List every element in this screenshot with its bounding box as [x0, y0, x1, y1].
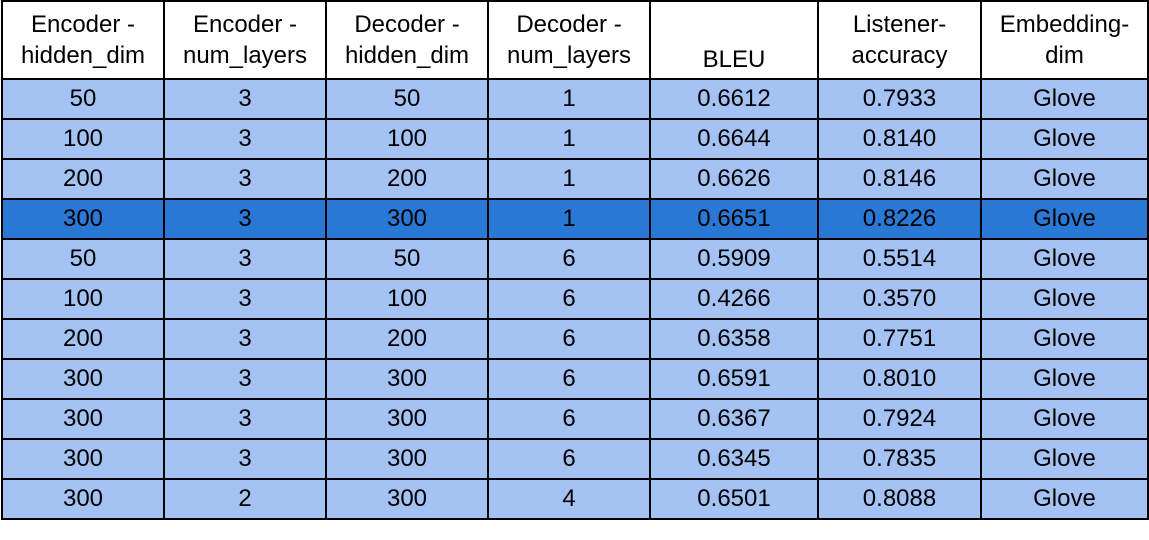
cell-encoder-num-layers: 3	[163, 318, 327, 360]
table-row: 100 3 100 1 0.6644 0.8140 Glove	[1, 118, 1149, 160]
cell-embedding-dim: Glove	[980, 358, 1149, 400]
cell-bleu: 0.6345	[649, 438, 819, 480]
cell-encoder-num-layers: 3	[163, 398, 327, 440]
header-encoder-num-layers: Encoder - num_layers	[163, 0, 327, 80]
cell-decoder-num-layers: 6	[487, 358, 651, 400]
cell-encoder-num-layers: 3	[163, 278, 327, 320]
table-row: 300 2 300 4 0.6501 0.8088 Glove	[1, 478, 1149, 520]
table-row: 100 3 100 6 0.4266 0.3570 Glove	[1, 278, 1149, 320]
cell-embedding-dim: Glove	[980, 118, 1149, 160]
table-row: 50 3 50 1 0.6612 0.7933 Glove	[1, 78, 1149, 120]
cell-encoder-hidden-dim: 50	[1, 78, 165, 120]
cell-listener-accuracy: 0.7924	[817, 398, 982, 440]
cell-decoder-hidden-dim: 300	[325, 438, 489, 480]
cell-listener-accuracy: 0.3570	[817, 278, 982, 320]
cell-bleu: 0.6626	[649, 158, 819, 200]
cell-listener-accuracy: 0.8226	[817, 198, 982, 240]
cell-encoder-num-layers: 3	[163, 118, 327, 160]
cell-decoder-hidden-dim: 100	[325, 278, 489, 320]
cell-bleu: 0.6651	[649, 198, 819, 240]
cell-listener-accuracy: 0.8088	[817, 478, 982, 520]
cell-decoder-hidden-dim: 300	[325, 478, 489, 520]
header-row: Encoder - hidden_dim Encoder - num_layer…	[1, 0, 1149, 80]
cell-encoder-hidden-dim: 300	[1, 438, 165, 480]
cell-decoder-num-layers: 1	[487, 78, 651, 120]
cell-bleu: 0.6591	[649, 358, 819, 400]
cell-listener-accuracy: 0.8140	[817, 118, 982, 160]
cell-embedding-dim: Glove	[980, 318, 1149, 360]
cell-decoder-hidden-dim: 300	[325, 198, 489, 240]
cell-encoder-num-layers: 3	[163, 238, 327, 280]
cell-decoder-hidden-dim: 300	[325, 358, 489, 400]
cell-encoder-num-layers: 3	[163, 198, 327, 240]
cell-listener-accuracy: 0.8146	[817, 158, 982, 200]
cell-encoder-num-layers: 3	[163, 158, 327, 200]
cell-embedding-dim: Glove	[980, 398, 1149, 440]
results-table: Encoder - hidden_dim Encoder - num_layer…	[1, 0, 1149, 520]
cell-listener-accuracy: 0.5514	[817, 238, 982, 280]
cell-embedding-dim: Glove	[980, 158, 1149, 200]
cell-decoder-num-layers: 1	[487, 158, 651, 200]
table-row: 50 3 50 6 0.5909 0.5514 Glove	[1, 238, 1149, 280]
cell-bleu: 0.6358	[649, 318, 819, 360]
cell-bleu: 0.5909	[649, 238, 819, 280]
cell-encoder-num-layers: 3	[163, 78, 327, 120]
header-decoder-hidden-dim: Decoder - hidden_dim	[325, 0, 489, 80]
header-embedding-dim: Embedding- dim	[980, 0, 1149, 80]
cell-decoder-num-layers: 6	[487, 318, 651, 360]
cell-decoder-hidden-dim: 50	[325, 78, 489, 120]
cell-encoder-hidden-dim: 200	[1, 158, 165, 200]
cell-encoder-hidden-dim: 300	[1, 358, 165, 400]
cell-decoder-num-layers: 1	[487, 198, 651, 240]
cell-encoder-hidden-dim: 100	[1, 278, 165, 320]
cell-encoder-hidden-dim: 300	[1, 198, 165, 240]
cell-encoder-hidden-dim: 300	[1, 478, 165, 520]
cell-decoder-num-layers: 6	[487, 238, 651, 280]
cell-encoder-num-layers: 3	[163, 438, 327, 480]
cell-encoder-num-layers: 2	[163, 478, 327, 520]
header-bleu: BLEU	[649, 0, 819, 80]
header-encoder-hidden-dim: Encoder - hidden_dim	[1, 0, 165, 80]
cell-encoder-hidden-dim: 200	[1, 318, 165, 360]
header-listener-accuracy: Listener- accuracy	[817, 0, 982, 80]
table-row: 200 3 200 6 0.6358 0.7751 Glove	[1, 318, 1149, 360]
table-row: 300 3 300 6 0.6345 0.7835 Glove	[1, 438, 1149, 480]
cell-encoder-num-layers: 3	[163, 358, 327, 400]
cell-bleu: 0.6501	[649, 478, 819, 520]
table-row: 300 3 300 6 0.6591 0.8010 Glove	[1, 358, 1149, 400]
cell-bleu: 0.6612	[649, 78, 819, 120]
cell-decoder-num-layers: 6	[487, 398, 651, 440]
cell-encoder-hidden-dim: 100	[1, 118, 165, 160]
cell-decoder-num-layers: 1	[487, 118, 651, 160]
cell-encoder-hidden-dim: 300	[1, 398, 165, 440]
cell-listener-accuracy: 0.7751	[817, 318, 982, 360]
cell-listener-accuracy: 0.8010	[817, 358, 982, 400]
cell-embedding-dim: Glove	[980, 78, 1149, 120]
cell-decoder-num-layers: 4	[487, 478, 651, 520]
cell-listener-accuracy: 0.7933	[817, 78, 982, 120]
cell-decoder-hidden-dim: 100	[325, 118, 489, 160]
cell-embedding-dim: Glove	[980, 198, 1149, 240]
table-body: 50 3 50 1 0.6612 0.7933 Glove 100 3 100 1 0.6644 0.8…	[1, 78, 1149, 520]
cell-decoder-hidden-dim: 300	[325, 398, 489, 440]
cell-bleu: 0.6367	[649, 398, 819, 440]
header-decoder-num-layers: Decoder - num_layers	[487, 0, 651, 80]
cell-bleu: 0.6644	[649, 118, 819, 160]
table-row: 300 3 300 6 0.6367 0.7924 Glove	[1, 398, 1149, 440]
cell-decoder-num-layers: 6	[487, 438, 651, 480]
cell-decoder-hidden-dim: 50	[325, 238, 489, 280]
cell-embedding-dim: Glove	[980, 238, 1149, 280]
cell-embedding-dim: Glove	[980, 478, 1149, 520]
cell-listener-accuracy: 0.7835	[817, 438, 982, 480]
cell-embedding-dim: Glove	[980, 278, 1149, 320]
cell-decoder-hidden-dim: 200	[325, 158, 489, 200]
cell-embedding-dim: Glove	[980, 438, 1149, 480]
cell-bleu: 0.4266	[649, 278, 819, 320]
table-row-highlighted: 300 3 300 1 0.6651 0.8226 Glove	[1, 198, 1149, 240]
cell-decoder-num-layers: 6	[487, 278, 651, 320]
cell-decoder-hidden-dim: 200	[325, 318, 489, 360]
table-row: 200 3 200 1 0.6626 0.8146 Glove	[1, 158, 1149, 200]
cell-encoder-hidden-dim: 50	[1, 238, 165, 280]
